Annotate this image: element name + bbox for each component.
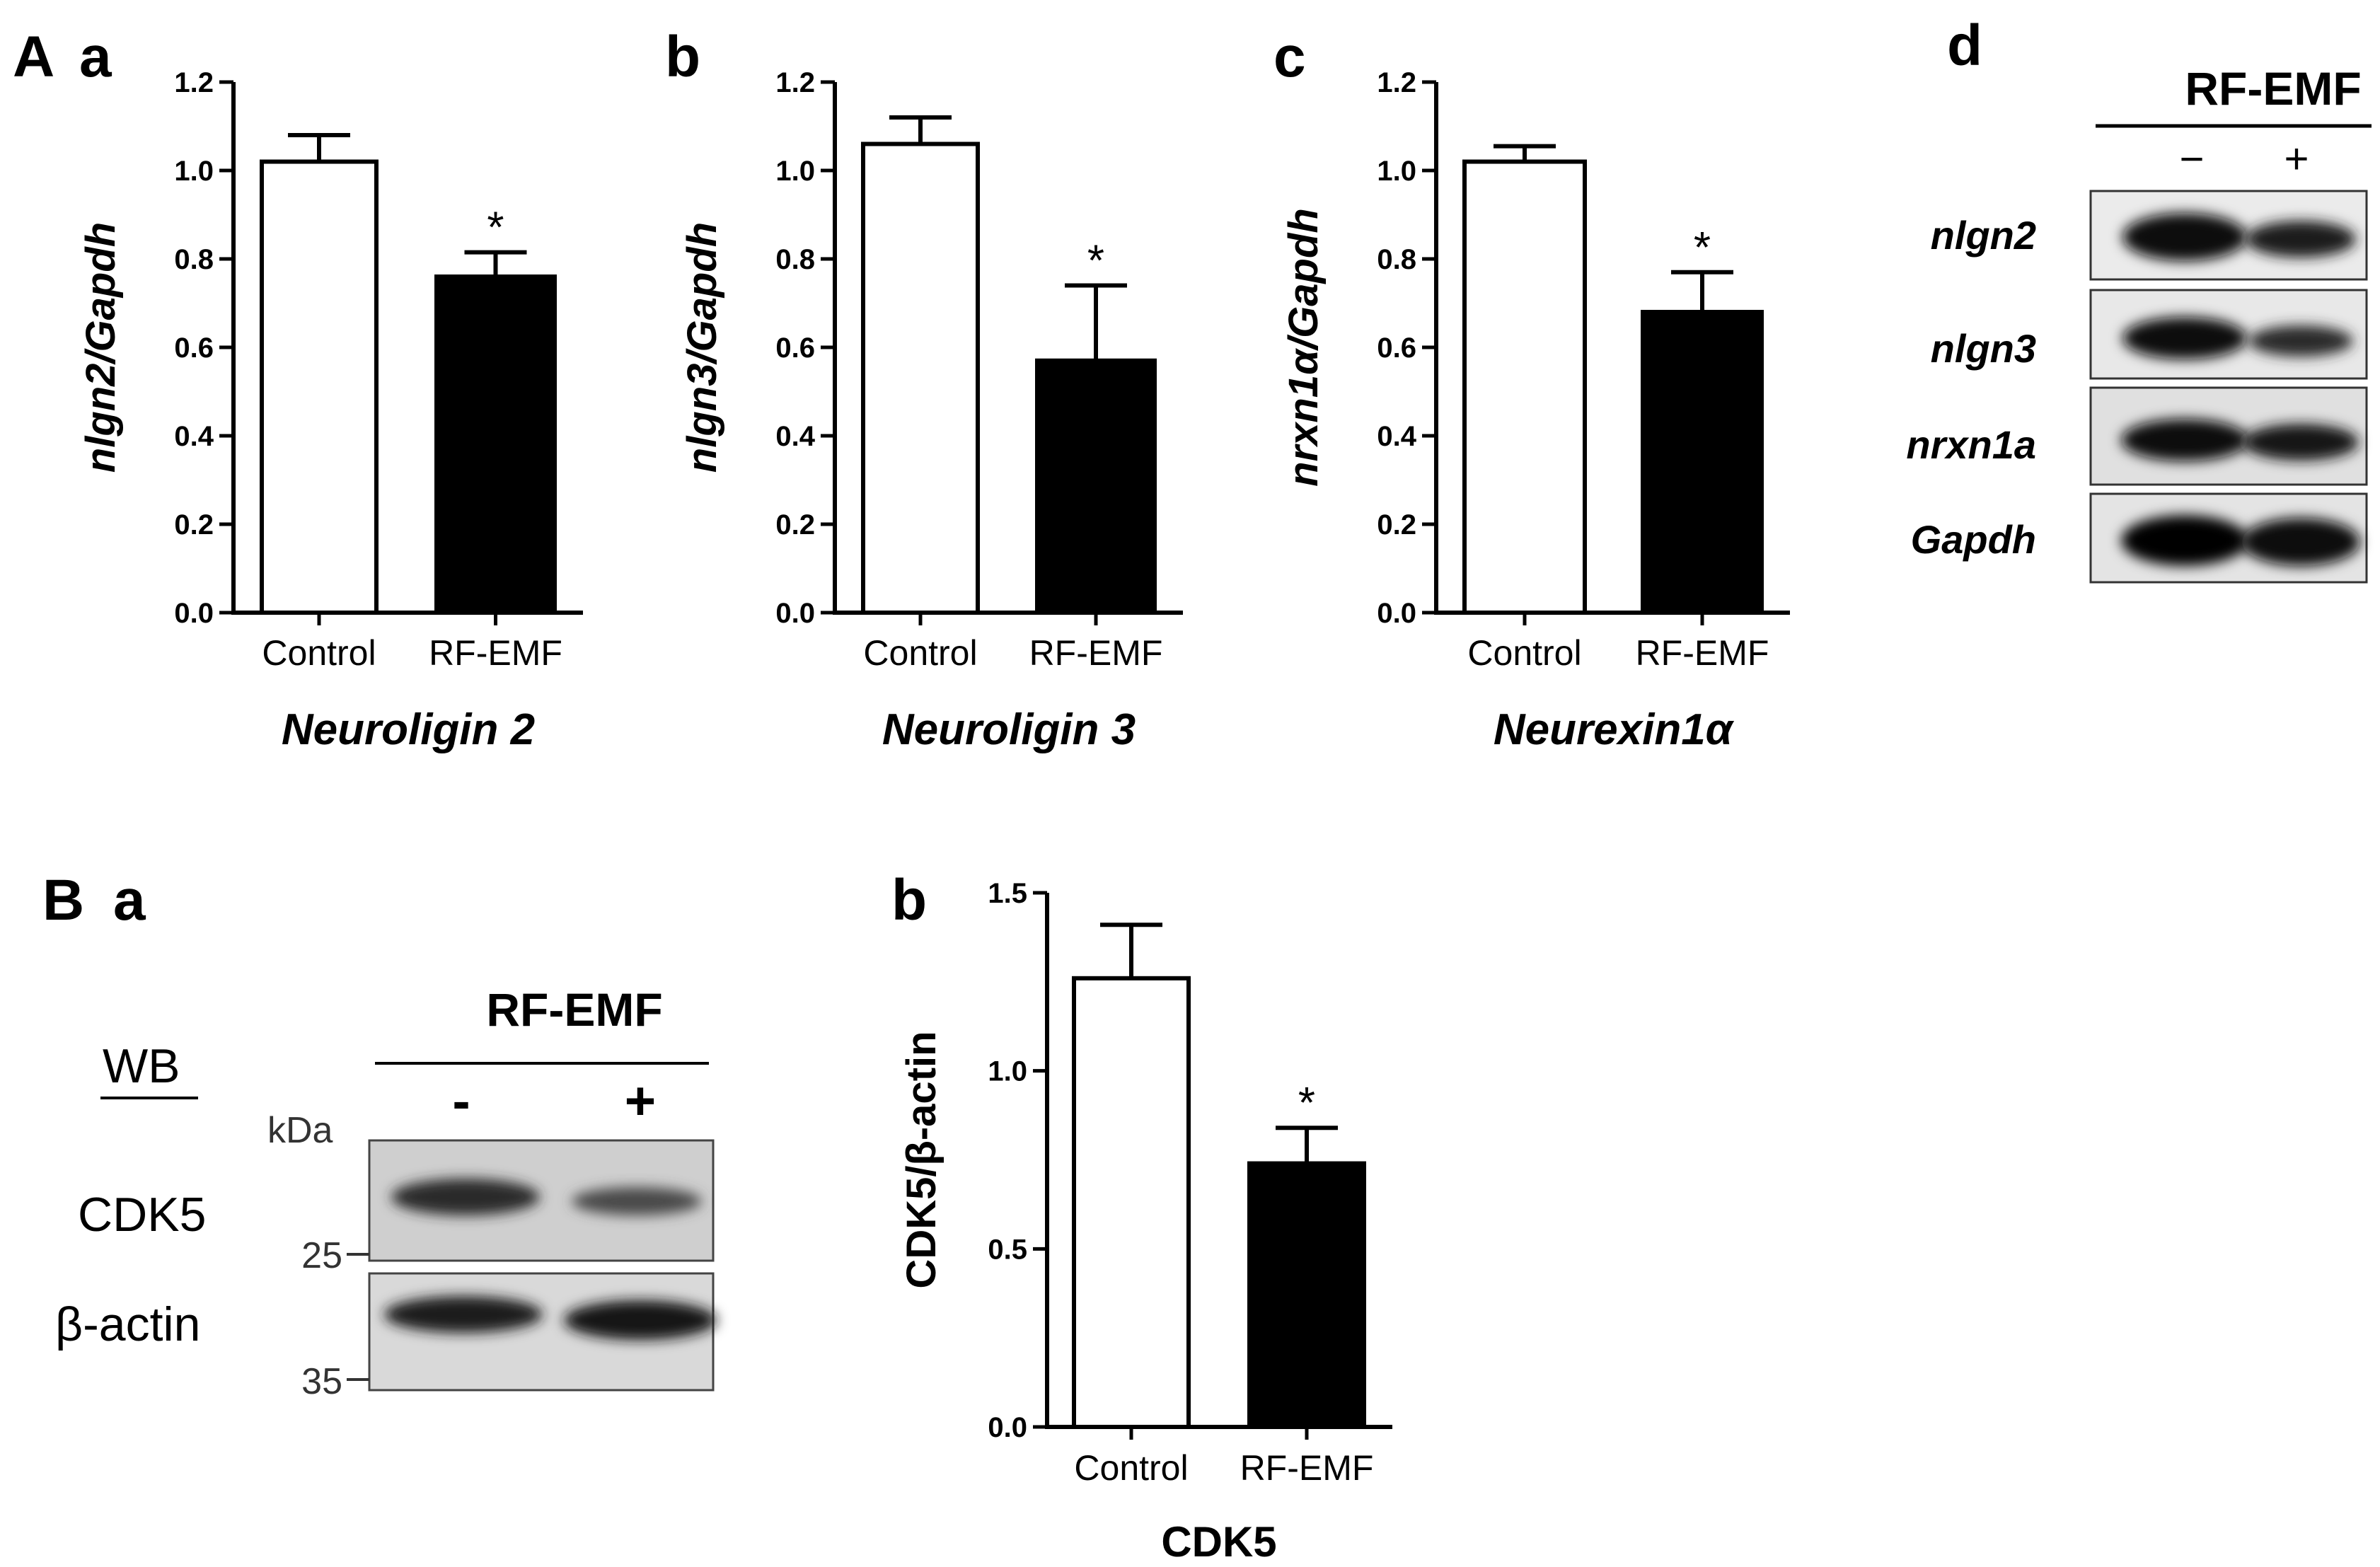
- chart-Bb-significance-2: *: [1298, 1079, 1315, 1128]
- chart-Ac-y-tick-label-2: 0.2: [1377, 509, 1416, 540]
- chart-Ab-y-tick-label-2: 0.2: [775, 509, 815, 540]
- chart-Aa-y-tick-label-1: 0.0: [174, 598, 214, 629]
- blot-d-label-3: nrxn1a: [1906, 422, 2036, 467]
- chart-Ab-significance-2: *: [1087, 237, 1104, 286]
- chart-Ac-y-tick-label-1: 0.0: [1377, 598, 1416, 629]
- chart-Bb-x-axis-label: CDK5: [1161, 1518, 1276, 1566]
- blot-Ba-minus: -: [452, 1071, 470, 1131]
- chart-Bb-category-1: Control: [1074, 1448, 1188, 1488]
- chart-Aa-y-axis-label: nlgn2/Gapdh: [78, 222, 124, 473]
- blot-Ba-wb: WB: [103, 1039, 180, 1093]
- chart-Ac-significance-2: *: [1694, 224, 1711, 272]
- panel-label-d: d: [1947, 13, 1982, 78]
- chart-Ab-y-axis-label: nlgn3/Gapdh: [679, 222, 725, 473]
- chart-Ac-y-tick-label-5: 0.8: [1377, 244, 1416, 275]
- blot-d-label-1: nlgn2: [1931, 213, 2036, 258]
- chart-Bb-bar-1: [1072, 976, 1191, 1430]
- chart-Ab-x-axis-label: Neuroligin 3: [882, 705, 1136, 754]
- chart-Ab-bar-1: [861, 141, 980, 615]
- blot-panel-Ba: RF-EMF WB kDa - + CDK5 β-actin 25 35: [55, 983, 717, 1402]
- blot-Ba-marker-25-label: 25: [301, 1235, 342, 1276]
- chart-Ab-category-1: Control: [863, 633, 977, 673]
- chart-Aa-y-tick-label-7: 1.2: [174, 67, 214, 98]
- chart-Aa-bar-1: [260, 159, 379, 615]
- chart-Ab-bar-2: [1035, 358, 1157, 615]
- chart-Aa-y-tick-label-6: 1.0: [174, 156, 214, 187]
- blot-Ba-label-2: β-actin: [55, 1297, 200, 1351]
- chart-Ac-bar-2: [1641, 310, 1764, 615]
- chart-Aa-category-1: Control: [262, 633, 376, 673]
- panel-label-Ba: a: [113, 868, 146, 932]
- chart-Bb-bar-2: [1247, 1161, 1366, 1429]
- chart-Ab-y-tick-label-3: 0.4: [775, 421, 815, 452]
- chart-Aa-bar-2: [434, 274, 557, 615]
- chart-Ac-category-2: RF-EMF: [1636, 633, 1769, 673]
- chart-Aa-significance-2: *: [487, 204, 504, 253]
- panel-label-c: c: [1273, 25, 1306, 89]
- blot-d-header: RF-EMF: [2185, 62, 2361, 115]
- chart-Aa-x-axis-label: Neuroligin 2: [282, 705, 535, 754]
- panel-label-B: B: [42, 868, 84, 932]
- chart-Bb-y-axis-label: CDK5/β-actin: [899, 1031, 945, 1288]
- chart-cdk5: Control * RF-EMF 0.0 0.5 1.0 1.5 CDK5/β-actin CD…: [899, 878, 1392, 1566]
- blot-Ba-label-1: CDK5: [78, 1188, 206, 1242]
- blot-d-minus: −: [2179, 135, 2204, 183]
- panel-label-A: A: [13, 25, 54, 89]
- blot-d-label-2: nlgn3: [1931, 326, 2036, 371]
- chart-neuroligin-2: Control * RF-EMF 0.0 0.2 0.4 0.6 0.8 1.0 1.2 nlgn2…: [78, 67, 583, 754]
- chart-Bb-y-tick-label-3: 1.0: [988, 1056, 1027, 1087]
- chart-Aa-y-tick-label-2: 0.2: [174, 509, 214, 540]
- blot-panel-d: RF-EMF − + nlgn2 nlgn3 nrxn1a Gapdh: [1906, 62, 2372, 584]
- panel-label-a: a: [79, 25, 112, 89]
- chart-Ab-y-tick-label-6: 1.0: [775, 156, 815, 187]
- chart-Ab-y-tick-label-5: 0.8: [775, 244, 815, 275]
- chart-Ac-y-tick-label-4: 0.6: [1377, 333, 1416, 364]
- chart-Ab-y-tick-label-7: 1.2: [775, 67, 815, 98]
- chart-Aa-category-2: RF-EMF: [429, 633, 562, 673]
- blot-d-plus: +: [2284, 135, 2309, 183]
- blot-Ba-row-1: CDK5: [78, 1139, 715, 1262]
- blot-d-label-4: Gapdh: [1911, 517, 2036, 562]
- chart-Aa-y-tick-label-4: 0.6: [174, 333, 214, 364]
- chart-Ab-y-tick-label-1: 0.0: [775, 598, 815, 629]
- blot-Ba-header: RF-EMF: [486, 983, 662, 1036]
- panel-label-b: b: [665, 25, 700, 89]
- chart-Bb-y-tick-label-2: 0.5: [988, 1234, 1027, 1265]
- chart-Bb-category-2: RF-EMF: [1240, 1448, 1374, 1488]
- chart-neuroligin-3: Control * RF-EMF 0.0 0.2 0.4 0.6 0.8 1.0 1.2 nlgn3…: [679, 67, 1183, 754]
- blot-Ba-plus: +: [625, 1071, 656, 1131]
- chart-Ac-category-1: Control: [1467, 633, 1581, 673]
- blot-Ba-kda: kDa: [267, 1110, 333, 1151]
- blot-d-row-1: nlgn2: [1931, 190, 2368, 281]
- chart-neurexin-1a: Control * RF-EMF 0.0 0.2 0.4 0.6 0.8 1.0 1.2 nrxn1…: [1281, 67, 1790, 754]
- chart-Ac-y-axis-label: nrxn1α/Gapdh: [1281, 208, 1327, 487]
- chart-Ac-y-tick-label-7: 1.2: [1377, 67, 1416, 98]
- blot-Ba-marker-35: 35: [301, 1361, 369, 1402]
- chart-Ac-x-axis-label: Neurexin1α: [1494, 705, 1735, 754]
- blot-Ba-marker-25: 25: [301, 1235, 369, 1276]
- chart-Aa-y-tick-label-5: 0.8: [174, 244, 214, 275]
- chart-Ab-category-2: RF-EMF: [1029, 633, 1163, 673]
- chart-Ac-y-tick-label-6: 1.0: [1377, 156, 1416, 187]
- blot-d-row-3: nrxn1a: [1906, 386, 2368, 486]
- panel-label-Bb: b: [891, 868, 927, 932]
- chart-Bb-y-tick-label-4: 1.5: [988, 878, 1027, 909]
- blot-d-row-2: nlgn3: [1931, 289, 2368, 380]
- chart-Ac-bar-1: [1462, 159, 1587, 615]
- chart-Bb-y-tick-label-1: 0.0: [988, 1412, 1027, 1443]
- chart-Ac-y-tick-label-3: 0.4: [1377, 421, 1416, 452]
- blot-d-row-4: Gapdh: [1911, 492, 2368, 584]
- blot-Ba-marker-35-label: 35: [301, 1361, 342, 1402]
- chart-Aa-y-tick-label-3: 0.4: [174, 421, 214, 452]
- chart-Ab-y-tick-label-4: 0.6: [775, 333, 815, 364]
- blot-Ba-row-2: β-actin: [55, 1272, 717, 1392]
